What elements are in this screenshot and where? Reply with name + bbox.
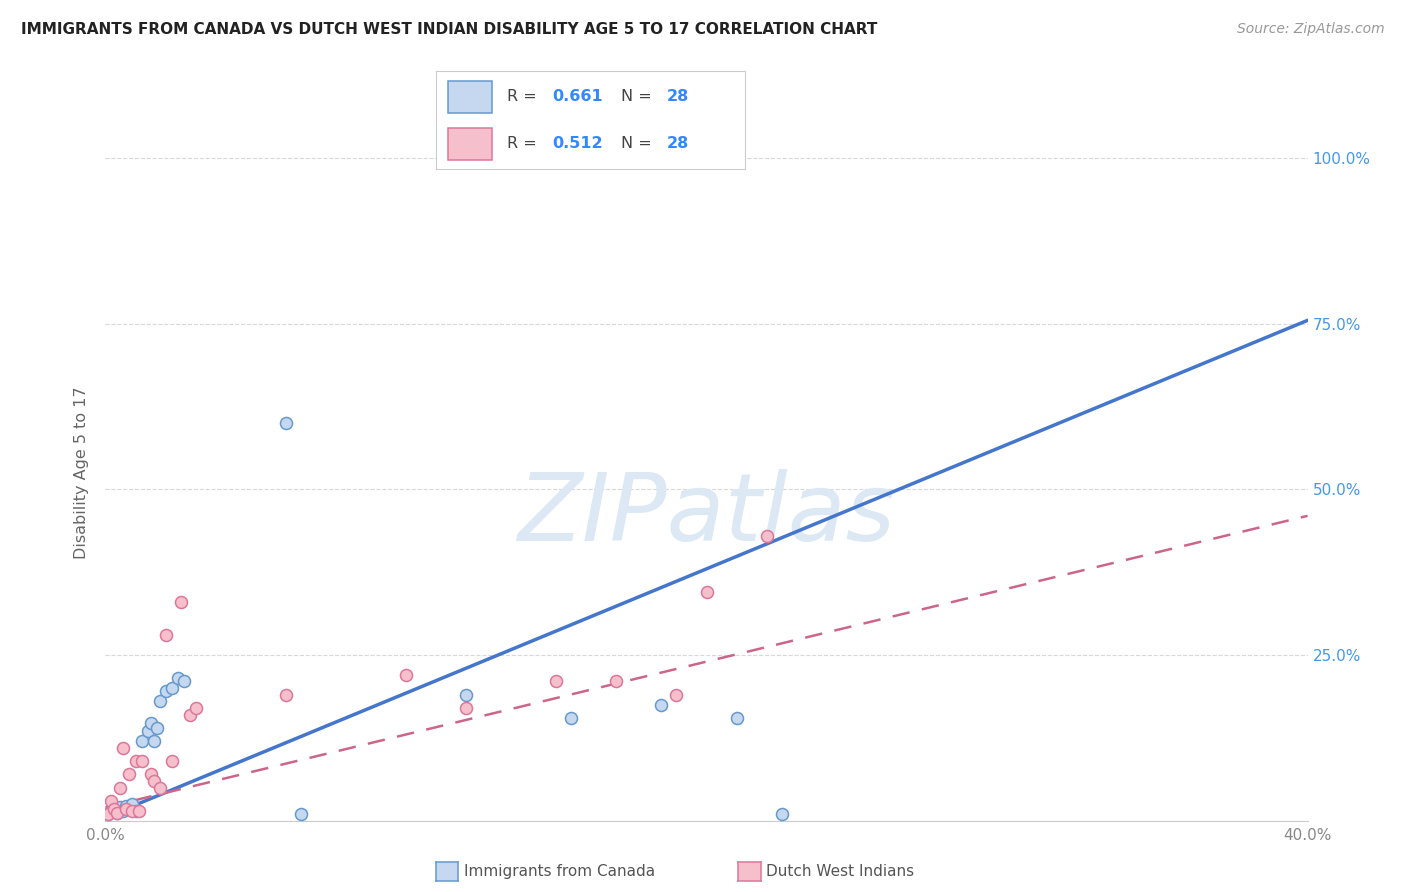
Point — [142, 773, 165, 788]
Point — [97, 807, 120, 822]
FancyBboxPatch shape — [449, 81, 492, 112]
Point — [160, 681, 183, 695]
Point — [103, 802, 125, 816]
Point — [755, 529, 778, 543]
Point — [274, 416, 297, 430]
Point — [290, 807, 312, 822]
Point — [179, 707, 201, 722]
Point — [110, 780, 132, 795]
Text: IMMIGRANTS FROM CANADA VS DUTCH WEST INDIAN DISABILITY AGE 5 TO 17 CORRELATION C: IMMIGRANTS FROM CANADA VS DUTCH WEST IND… — [21, 22, 877, 37]
Point — [115, 799, 138, 814]
Point — [139, 767, 162, 781]
Point — [142, 734, 165, 748]
Point — [696, 585, 718, 599]
Text: 0.512: 0.512 — [551, 136, 603, 152]
Point — [155, 684, 177, 698]
Point — [145, 721, 167, 735]
Point — [107, 805, 129, 820]
Point — [112, 804, 135, 818]
FancyBboxPatch shape — [449, 128, 492, 160]
Point — [97, 807, 120, 822]
Point — [184, 701, 207, 715]
Text: Source: ZipAtlas.com: Source: ZipAtlas.com — [1237, 22, 1385, 37]
Point — [173, 674, 195, 689]
Point — [605, 674, 627, 689]
Point — [121, 804, 143, 818]
Point — [650, 698, 672, 712]
Text: 28: 28 — [666, 89, 689, 104]
Y-axis label: Disability Age 5 to 17: Disability Age 5 to 17 — [75, 386, 90, 559]
Text: 0.661: 0.661 — [551, 89, 603, 104]
Point — [118, 802, 141, 816]
Point — [100, 794, 122, 808]
Point — [395, 668, 418, 682]
Point — [128, 804, 150, 818]
Point — [160, 754, 183, 768]
Text: Immigrants from Canada: Immigrants from Canada — [464, 864, 655, 879]
Point — [148, 694, 170, 708]
Point — [155, 628, 177, 642]
Point — [166, 671, 188, 685]
Point — [148, 780, 170, 795]
Text: R =: R = — [508, 89, 541, 104]
Point — [169, 595, 191, 609]
Text: R =: R = — [508, 136, 541, 152]
Text: 28: 28 — [666, 136, 689, 152]
Point — [131, 734, 153, 748]
Point — [131, 754, 153, 768]
Point — [454, 701, 477, 715]
Point — [454, 688, 477, 702]
Point — [107, 805, 129, 820]
Point — [121, 797, 143, 811]
Point — [103, 802, 125, 816]
Text: ZIPatlas: ZIPatlas — [517, 469, 896, 560]
Point — [139, 715, 162, 730]
Point — [124, 804, 146, 818]
Point — [115, 802, 138, 816]
Point — [770, 807, 793, 822]
Text: N =: N = — [621, 89, 658, 104]
Point — [118, 767, 141, 781]
Point — [274, 688, 297, 702]
Point — [546, 674, 568, 689]
Point — [136, 724, 159, 739]
Point — [560, 711, 582, 725]
Text: N =: N = — [621, 136, 658, 152]
Point — [110, 800, 132, 814]
Point — [725, 711, 748, 725]
Point — [112, 740, 135, 755]
Point — [665, 688, 688, 702]
Text: Dutch West Indians: Dutch West Indians — [766, 864, 914, 879]
Point — [100, 804, 122, 818]
Point — [124, 754, 146, 768]
